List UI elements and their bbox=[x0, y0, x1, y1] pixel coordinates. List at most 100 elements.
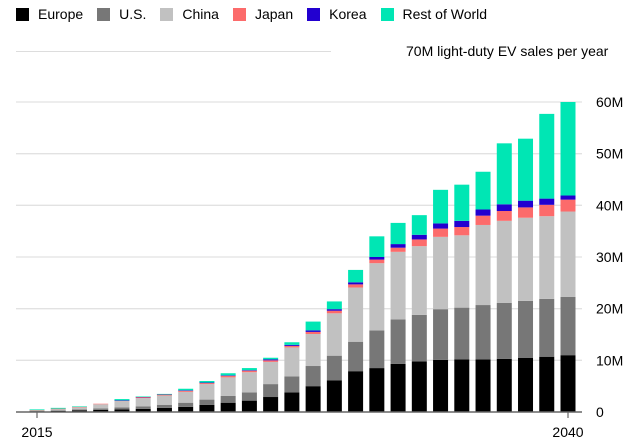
bar-segment-rest-of-world-2036 bbox=[475, 171, 491, 210]
bar-segment-europe-2019 bbox=[114, 409, 130, 412]
bar-segment-rest-of-world-2034 bbox=[433, 189, 449, 224]
bar-segment-korea-2027 bbox=[284, 344, 300, 346]
bar-segment-u-s--2037 bbox=[496, 302, 512, 359]
bar-segment-u-s--2039 bbox=[539, 298, 555, 357]
y-tick-label: 60M bbox=[596, 94, 623, 110]
x-tick-label: 2040 bbox=[552, 424, 583, 440]
bar-segment-korea-2031 bbox=[369, 257, 385, 260]
bar-segment-rest-of-world-2029 bbox=[326, 301, 342, 310]
bar-segment-europe-2039 bbox=[539, 356, 555, 412]
bar-segment-europe-2040 bbox=[560, 355, 576, 412]
bar-segment-korea-2033 bbox=[411, 234, 427, 240]
bar-segment-china-2036 bbox=[475, 224, 491, 306]
bar-segment-europe-2031 bbox=[369, 368, 385, 412]
bar-segment-rest-of-world-2022 bbox=[178, 388, 194, 391]
bar-segment-china-2030 bbox=[348, 287, 364, 342]
bar-segment-japan-2023 bbox=[199, 383, 215, 385]
bar-segment-japan-2033 bbox=[411, 239, 427, 247]
y-tick-label: 20M bbox=[596, 301, 623, 317]
bar-segment-u-s--2020 bbox=[135, 406, 151, 409]
bar-segment-rest-of-world-2037 bbox=[496, 143, 512, 205]
bar-segment-korea-2034 bbox=[433, 223, 449, 229]
legend-item-rest-of-world: Rest of World bbox=[380, 6, 488, 22]
bar-segment-europe-2023 bbox=[199, 404, 215, 412]
bar-segment-japan-2038 bbox=[518, 207, 534, 218]
y-tick-label: 0 bbox=[596, 404, 604, 420]
bar-segment-korea-2032 bbox=[390, 244, 406, 248]
bar-segment-rest-of-world-2035 bbox=[454, 184, 470, 221]
bar-segment-rest-of-world-2039 bbox=[539, 113, 555, 199]
bar-segment-china-2021 bbox=[156, 395, 172, 405]
bar-segment-rest-of-world-2028 bbox=[305, 321, 321, 331]
bar-segment-japan-2040 bbox=[560, 199, 576, 212]
bar-segment-u-s--2016 bbox=[50, 410, 66, 411]
bar-segment-europe-2021 bbox=[156, 407, 172, 412]
bar-segment-japan-2037 bbox=[496, 211, 512, 221]
bar-segment-china-2038 bbox=[518, 217, 534, 301]
bar-segment-u-s--2030 bbox=[348, 341, 364, 372]
bar-segment-rest-of-world-2016 bbox=[50, 407, 66, 409]
bar-segment-japan-2039 bbox=[539, 204, 555, 217]
bar-segment-china-2035 bbox=[454, 235, 470, 308]
legend-label-rest-of-world: Rest of World bbox=[402, 6, 488, 22]
bar-segment-korea-2022 bbox=[178, 390, 194, 391]
bar-segment-korea-2038 bbox=[518, 200, 534, 208]
bar-segment-u-s--2034 bbox=[433, 309, 449, 360]
bar-segment-japan-2026 bbox=[263, 360, 279, 362]
legend-item-us: U.S. bbox=[97, 6, 146, 22]
bar-segment-korea-2021 bbox=[156, 394, 172, 395]
y-tick-label: 10M bbox=[596, 352, 623, 368]
bar-segment-rest-of-world-2031 bbox=[369, 236, 385, 257]
legend-label-china: China bbox=[182, 6, 219, 22]
bar-segment-japan-2028 bbox=[305, 331, 321, 334]
bar-segment-china-2016 bbox=[50, 408, 66, 411]
bar-segment-japan-2015 bbox=[29, 410, 45, 411]
y-tick-label: 40M bbox=[596, 197, 623, 213]
bar-segment-china-2033 bbox=[411, 246, 427, 315]
bar-segment-japan-2031 bbox=[369, 259, 385, 264]
bar-segment-china-2023 bbox=[199, 384, 215, 400]
bar-segment-china-2028 bbox=[305, 333, 321, 367]
bar-segment-u-s--2021 bbox=[156, 404, 172, 408]
bar-segment-europe-2020 bbox=[135, 408, 151, 412]
bar-segment-europe-2027 bbox=[284, 392, 300, 412]
bar-segment-korea-2039 bbox=[539, 198, 555, 205]
bar-segment-europe-2038 bbox=[518, 357, 534, 412]
bar-segment-europe-2028 bbox=[305, 386, 321, 412]
bar-segment-korea-2026 bbox=[263, 359, 279, 361]
bar-segment-europe-2037 bbox=[496, 358, 512, 412]
bar-segment-u-s--2025 bbox=[241, 392, 257, 401]
bar-segment-rest-of-world-2020 bbox=[135, 396, 151, 397]
y-tick-label: 50M bbox=[596, 146, 623, 162]
bars bbox=[29, 102, 576, 412]
bar-segment-rest-of-world-2030 bbox=[348, 269, 364, 283]
bar-segment-korea-2024 bbox=[220, 375, 236, 376]
bar-segment-rest-of-world-2021 bbox=[156, 393, 172, 395]
bar-segment-rest-of-world-2033 bbox=[411, 215, 427, 235]
bar-segment-europe-2025 bbox=[241, 400, 257, 412]
bar-segment-china-2017 bbox=[71, 407, 87, 410]
bar-segment-u-s--2035 bbox=[454, 307, 470, 360]
bar-segment-china-2025 bbox=[241, 372, 257, 393]
bar-segment-rest-of-world-2026 bbox=[263, 357, 279, 360]
bar-segment-korea-2020 bbox=[135, 396, 151, 398]
bar-segment-korea-2029 bbox=[326, 309, 342, 311]
legend-item-korea: Korea bbox=[307, 6, 367, 22]
bar-segment-europe-2022 bbox=[178, 406, 194, 412]
chart-legend: Europe U.S. China Japan Korea Rest of Wo… bbox=[16, 6, 501, 22]
bar-segment-europe-2030 bbox=[348, 371, 364, 412]
bar-segment-u-s--2028 bbox=[305, 366, 321, 387]
bar-segment-japan-2030 bbox=[348, 284, 364, 288]
bar-segment-japan-2020 bbox=[135, 397, 151, 399]
bar-segment-u-s--2038 bbox=[518, 300, 534, 358]
bar-segment-china-2037 bbox=[496, 220, 512, 303]
legend-item-europe: Europe bbox=[16, 6, 83, 22]
bar-segment-u-s--2017 bbox=[71, 409, 87, 411]
legend-label-korea: Korea bbox=[329, 6, 367, 22]
bar-segment-rest-of-world-2025 bbox=[241, 368, 257, 371]
y-tick-label: 30M bbox=[596, 249, 623, 265]
bar-segment-europe-2026 bbox=[263, 397, 279, 412]
bar-segment-china-2031 bbox=[369, 263, 385, 331]
bar-segment-japan-2017 bbox=[71, 406, 87, 408]
